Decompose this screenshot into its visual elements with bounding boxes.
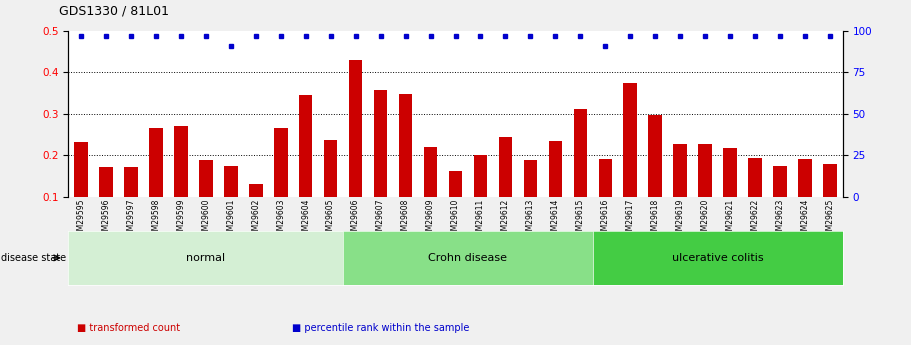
Text: GSM29597: GSM29597	[127, 198, 135, 240]
Bar	[399, 94, 413, 238]
Text: ■ percentile rank within the sample: ■ percentile rank within the sample	[292, 323, 469, 333]
Text: GSM29607: GSM29607	[376, 198, 385, 240]
Bar	[249, 184, 262, 238]
Text: GSM29621: GSM29621	[726, 198, 735, 240]
Text: GSM29600: GSM29600	[201, 198, 210, 240]
Bar	[474, 155, 487, 238]
Bar	[349, 60, 363, 238]
Text: GSM29609: GSM29609	[426, 198, 435, 240]
Bar	[623, 83, 637, 238]
Text: ■ transformed count: ■ transformed count	[77, 323, 180, 333]
Text: GSM29624: GSM29624	[801, 198, 810, 240]
Bar	[599, 159, 612, 238]
Bar	[148, 128, 163, 238]
Text: GSM29596: GSM29596	[101, 198, 110, 240]
Bar	[699, 144, 712, 238]
Bar	[199, 160, 212, 238]
Bar	[299, 95, 312, 238]
Text: GSM29605: GSM29605	[326, 198, 335, 240]
Bar	[524, 160, 537, 238]
Text: GSM29615: GSM29615	[576, 198, 585, 240]
Text: GSM29620: GSM29620	[701, 198, 710, 240]
Text: GSM29613: GSM29613	[526, 198, 535, 240]
Bar	[124, 167, 138, 238]
Text: GSM29623: GSM29623	[776, 198, 784, 240]
Bar	[824, 164, 837, 238]
Bar	[773, 166, 787, 238]
Bar	[498, 137, 512, 238]
Text: GSM29616: GSM29616	[601, 198, 609, 240]
Text: GSM29606: GSM29606	[351, 198, 360, 240]
Text: GSM29612: GSM29612	[501, 198, 510, 240]
Text: GSM29619: GSM29619	[676, 198, 685, 240]
Bar	[748, 158, 763, 238]
Text: GSM29601: GSM29601	[226, 198, 235, 240]
Text: GSM29617: GSM29617	[626, 198, 635, 240]
Bar	[649, 115, 662, 238]
Text: GDS1330 / 81L01: GDS1330 / 81L01	[59, 4, 169, 17]
Text: GSM29608: GSM29608	[401, 198, 410, 240]
Bar	[74, 141, 87, 238]
Bar	[424, 147, 437, 238]
Bar	[548, 141, 562, 238]
Text: disease state: disease state	[1, 253, 66, 263]
Bar	[274, 128, 288, 238]
Bar	[224, 166, 238, 238]
Bar	[673, 144, 687, 238]
Bar	[798, 159, 812, 238]
Bar	[723, 148, 737, 238]
Text: GSM29625: GSM29625	[825, 198, 834, 240]
Text: GSM29611: GSM29611	[476, 198, 485, 240]
Text: GSM29610: GSM29610	[451, 198, 460, 240]
Bar	[323, 140, 337, 238]
Bar	[574, 109, 588, 238]
Text: GSM29599: GSM29599	[176, 198, 185, 240]
Text: GSM29614: GSM29614	[551, 198, 560, 240]
Bar	[448, 170, 463, 238]
Text: GSM29598: GSM29598	[151, 198, 160, 240]
Text: normal: normal	[186, 253, 225, 263]
Text: GSM29595: GSM29595	[77, 198, 86, 240]
Text: Crohn disease: Crohn disease	[428, 253, 507, 263]
Text: GSM29604: GSM29604	[302, 198, 310, 240]
Text: GSM29622: GSM29622	[751, 198, 760, 240]
Bar	[174, 126, 188, 238]
Text: ulcerative colitis: ulcerative colitis	[672, 253, 763, 263]
Text: GSM29603: GSM29603	[276, 198, 285, 240]
Text: GSM29618: GSM29618	[650, 198, 660, 240]
Bar	[99, 167, 113, 238]
Text: GSM29602: GSM29602	[251, 198, 261, 240]
Bar	[374, 90, 387, 238]
